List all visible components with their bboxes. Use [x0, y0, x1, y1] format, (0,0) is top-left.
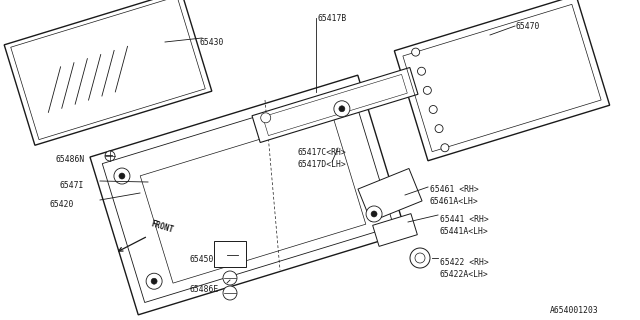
Circle shape	[410, 248, 430, 268]
Circle shape	[415, 253, 425, 263]
Text: 65420: 65420	[50, 200, 74, 209]
Circle shape	[417, 67, 426, 75]
Circle shape	[119, 173, 125, 179]
Text: 65486N: 65486N	[55, 155, 84, 164]
Text: 65441A<LH>: 65441A<LH>	[440, 227, 489, 236]
Text: 65417D<LH>: 65417D<LH>	[298, 160, 347, 169]
Text: 65417C<RH>: 65417C<RH>	[298, 148, 347, 157]
Circle shape	[105, 151, 115, 161]
Circle shape	[114, 168, 130, 184]
Circle shape	[366, 206, 382, 222]
Text: 65470: 65470	[515, 22, 540, 31]
Circle shape	[223, 286, 237, 300]
Text: 65430: 65430	[200, 38, 225, 47]
Polygon shape	[4, 0, 212, 145]
Text: 65450: 65450	[190, 255, 214, 264]
Circle shape	[151, 278, 157, 284]
Circle shape	[429, 106, 437, 114]
Text: 65422A<LH>: 65422A<LH>	[440, 270, 489, 279]
Polygon shape	[358, 168, 422, 221]
Polygon shape	[214, 241, 246, 267]
Polygon shape	[252, 68, 418, 142]
Circle shape	[339, 106, 345, 112]
Text: 65461 <RH>: 65461 <RH>	[430, 185, 479, 194]
Circle shape	[223, 271, 237, 285]
Polygon shape	[140, 117, 366, 283]
Circle shape	[435, 124, 443, 132]
Text: 65441 <RH>: 65441 <RH>	[440, 215, 489, 224]
Polygon shape	[102, 87, 394, 302]
Polygon shape	[394, 0, 610, 161]
Text: 65417B: 65417B	[318, 14, 348, 23]
Circle shape	[423, 86, 431, 94]
Text: 65486E: 65486E	[190, 285, 220, 294]
Circle shape	[260, 113, 271, 123]
Text: FRONT: FRONT	[150, 220, 175, 235]
Circle shape	[334, 101, 350, 117]
Polygon shape	[372, 214, 417, 246]
Circle shape	[412, 48, 420, 56]
Text: A654001203: A654001203	[550, 306, 599, 315]
Polygon shape	[90, 75, 406, 315]
Circle shape	[146, 273, 162, 289]
Text: 65422 <RH>: 65422 <RH>	[440, 258, 489, 267]
Circle shape	[441, 144, 449, 152]
Text: 6547I: 6547I	[60, 181, 84, 190]
Text: 65461A<LH>: 65461A<LH>	[430, 197, 479, 206]
Circle shape	[371, 211, 377, 217]
